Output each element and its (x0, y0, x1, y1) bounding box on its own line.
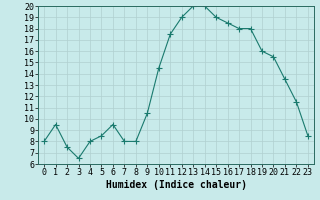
X-axis label: Humidex (Indice chaleur): Humidex (Indice chaleur) (106, 180, 246, 190)
